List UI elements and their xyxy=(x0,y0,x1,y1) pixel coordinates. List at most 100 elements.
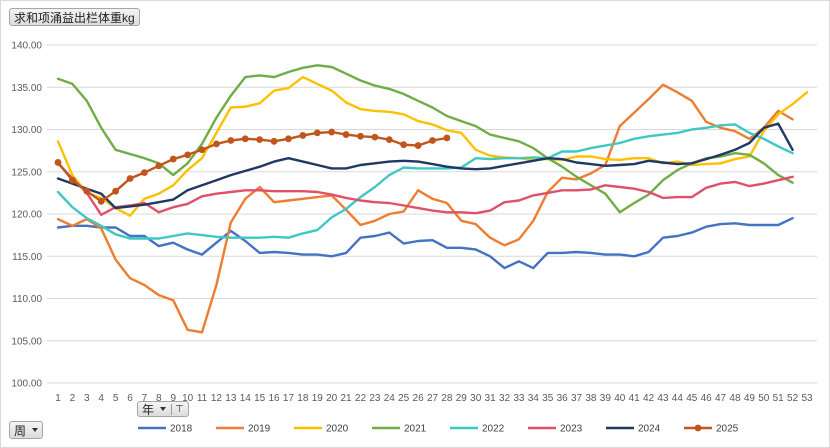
x-tick-label: 32 xyxy=(499,393,511,404)
legend-label: 2020 xyxy=(326,424,349,435)
data-point-2025[interactable] xyxy=(385,136,393,144)
series-line-2024[interactable] xyxy=(56,122,794,210)
x-tick-label: 51 xyxy=(773,393,785,404)
x-tick-label: 24 xyxy=(384,393,396,404)
legend-item-2022[interactable]: 2022 xyxy=(450,424,505,435)
series-line-2018[interactable] xyxy=(56,217,794,270)
series-line-2022[interactable] xyxy=(56,123,794,240)
value-field-button[interactable]: 求和项涌益出栏体重kg xyxy=(9,8,140,26)
data-point-2025[interactable] xyxy=(227,137,235,144)
data-point-2025[interactable] xyxy=(112,187,120,195)
data-point-2025[interactable] xyxy=(313,129,321,137)
legend-label: 2025 xyxy=(716,424,739,435)
series-2021 xyxy=(56,64,794,214)
series-2023 xyxy=(56,162,794,216)
x-tick-label: 33 xyxy=(513,393,525,404)
data-point-2025[interactable] xyxy=(270,137,278,145)
data-point-2025[interactable] xyxy=(126,175,134,182)
data-point-2025[interactable] xyxy=(155,162,163,170)
series-field-button[interactable]: 年 ⊤ xyxy=(137,401,189,417)
y-tick-label: 100.00 xyxy=(11,379,42,390)
x-tick-label: 11 xyxy=(197,393,208,404)
x-tick-label: 14 xyxy=(240,393,252,404)
value-field-label: 求和项涌益出栏体重kg xyxy=(14,10,135,25)
data-point-2025[interactable] xyxy=(357,132,364,140)
x-tick-label: 47 xyxy=(715,393,727,404)
data-point-2025[interactable] xyxy=(256,136,264,144)
legend-item-2019[interactable]: 2019 xyxy=(216,424,271,435)
legend-label: 2018 xyxy=(170,424,193,435)
series-2025 xyxy=(54,128,451,205)
data-point-2025[interactable] xyxy=(97,197,105,205)
dropdown-arrow-icon xyxy=(160,407,167,411)
y-tick-label: 110.00 xyxy=(12,294,42,305)
data-point-2025[interactable] xyxy=(213,140,220,148)
data-point-2025[interactable] xyxy=(400,141,408,149)
legend-label: 2023 xyxy=(560,424,583,435)
x-tick-label: 9 xyxy=(170,393,176,404)
x-tick-label: 38 xyxy=(585,393,597,404)
x-tick-label: 36 xyxy=(557,393,569,404)
legend-marker xyxy=(694,424,702,432)
filter-icon[interactable]: ⊤ xyxy=(171,403,184,415)
data-point-2025[interactable] xyxy=(54,159,62,166)
data-point-2025[interactable] xyxy=(184,151,192,159)
legend-item-2024[interactable]: 2024 xyxy=(606,424,661,435)
x-tick-label: 35 xyxy=(542,393,554,404)
x-tick-label: 26 xyxy=(413,393,425,404)
x-tick-label: 52 xyxy=(787,393,799,404)
x-tick-label: 17 xyxy=(283,393,295,404)
data-point-2025[interactable] xyxy=(241,135,249,143)
legend-item-2025[interactable]: 2025 xyxy=(684,424,739,435)
data-point-2025[interactable] xyxy=(299,132,307,139)
legend-item-2020[interactable]: 2020 xyxy=(294,424,349,435)
x-axis-ticks: 1 2 3 4 5 6 7 8 9 10 11 12 13 14 15 16 17 18 19 20 21 22 23 24 2… xyxy=(55,393,813,404)
x-tick-label: 45 xyxy=(686,393,698,404)
x-tick-label: 50 xyxy=(758,393,770,404)
series-lines xyxy=(54,64,809,334)
x-tick-label: 27 xyxy=(427,393,439,404)
x-tick-label: 23 xyxy=(369,393,381,404)
x-tick-label: 12 xyxy=(211,393,223,404)
data-point-2025[interactable] xyxy=(198,146,206,154)
series-line-2023[interactable] xyxy=(56,162,794,216)
x-tick-label: 41 xyxy=(629,393,641,404)
x-tick-label: 48 xyxy=(729,393,741,404)
x-tick-label: 28 xyxy=(441,393,453,404)
series-line-2025[interactable] xyxy=(56,130,449,203)
data-point-2025[interactable] xyxy=(69,176,76,184)
series-line-2021[interactable] xyxy=(56,64,794,214)
legend-item-2021[interactable]: 2021 xyxy=(372,424,427,435)
data-point-2025[interactable] xyxy=(371,133,379,141)
data-point-2025[interactable] xyxy=(285,135,292,143)
x-tick-label: 8 xyxy=(156,393,162,404)
x-tick-label: 4 xyxy=(98,393,104,404)
data-point-2025[interactable] xyxy=(342,131,350,138)
series-field-label: 年 xyxy=(142,402,155,417)
x-tick-label: 40 xyxy=(614,393,626,404)
axis-field-button[interactable]: 周 xyxy=(9,421,44,439)
data-point-2025[interactable] xyxy=(83,187,91,195)
data-point-2025[interactable] xyxy=(169,155,177,163)
y-tick-label: 135.00 xyxy=(11,83,42,94)
x-tick-label: 49 xyxy=(744,393,756,404)
y-axis-ticks: 100.00 105.00 110.00 115.00 120.00 125.00 130.… xyxy=(11,41,42,390)
x-tick-label: 22 xyxy=(355,393,367,404)
x-tick-label: 3 xyxy=(84,393,90,404)
legend-item-2023[interactable]: 2023 xyxy=(528,424,583,435)
legend-item-2018[interactable]: 2018 xyxy=(138,424,193,435)
x-tick-label: 44 xyxy=(672,393,684,404)
data-point-2025[interactable] xyxy=(141,169,148,176)
data-point-2025[interactable] xyxy=(443,134,451,142)
x-tick-label: 25 xyxy=(398,393,410,404)
data-point-2025[interactable] xyxy=(429,137,436,144)
legend-label: 2022 xyxy=(482,424,505,435)
x-tick-label: 2 xyxy=(70,393,76,404)
series-2022 xyxy=(56,123,794,240)
x-tick-label: 18 xyxy=(297,393,309,404)
series-line-2019[interactable] xyxy=(56,83,794,334)
x-tick-label: 39 xyxy=(600,393,612,404)
data-point-2025[interactable] xyxy=(414,142,422,149)
data-point-2025[interactable] xyxy=(328,128,336,136)
